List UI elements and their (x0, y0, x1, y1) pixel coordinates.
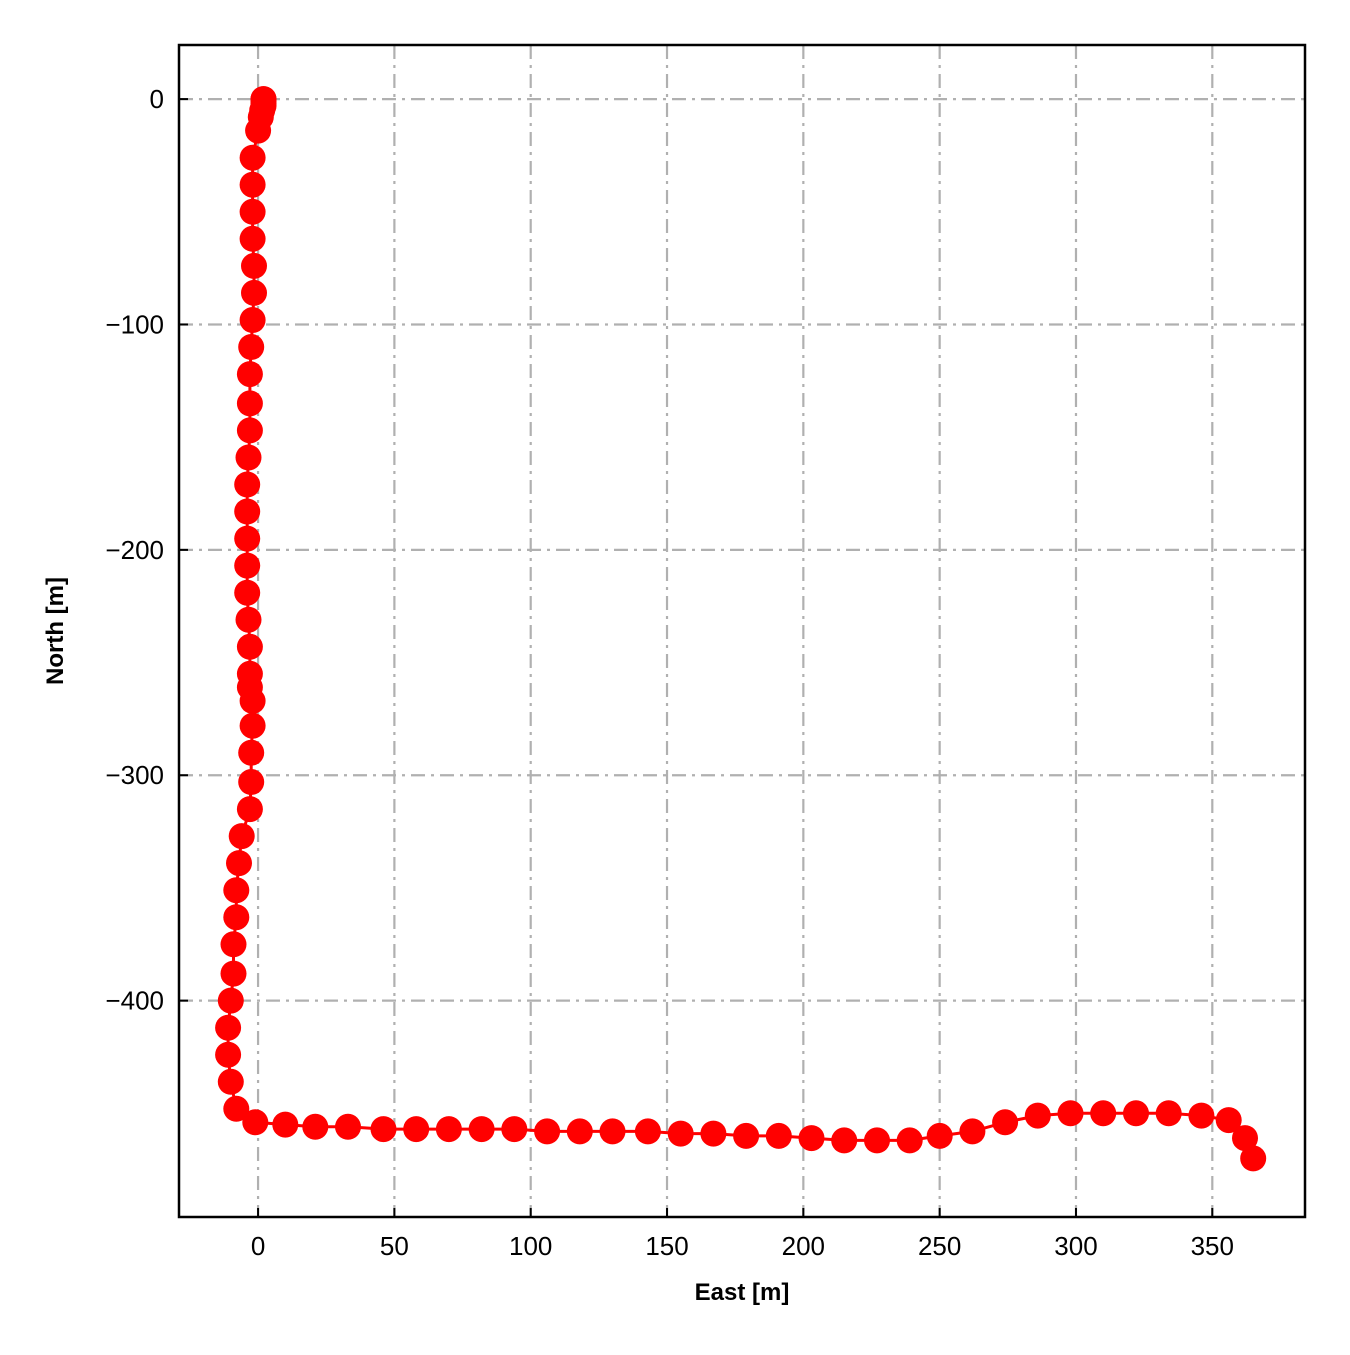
trajectory-point (926, 1122, 953, 1149)
trajectory-point (370, 1116, 397, 1143)
y-tick-label: −200 (105, 535, 164, 565)
trajectory-point (239, 144, 266, 171)
x-tick-label: 250 (918, 1231, 961, 1261)
y-tick-label: −300 (105, 760, 164, 790)
trajectory-point (992, 1109, 1019, 1136)
trajectory-point (236, 390, 263, 417)
trajectory-point (236, 417, 263, 444)
trajectory-point (238, 739, 265, 766)
trajectory-point (241, 279, 267, 306)
trajectory-point (234, 579, 261, 606)
trajectory-point (501, 1116, 528, 1143)
series-layer (215, 86, 1267, 1172)
trajectory-point (1090, 1100, 1117, 1127)
trajectory-point (228, 823, 255, 850)
trajectory-point (765, 1122, 792, 1149)
trajectory-point (667, 1120, 694, 1147)
trajectory-point (238, 334, 265, 360)
trajectory-point (241, 252, 267, 279)
trajectory-point (566, 1118, 593, 1145)
trajectory-point (239, 687, 266, 714)
trajectory-point (235, 444, 262, 471)
x-tick-label: 350 (1191, 1231, 1234, 1261)
x-tick-label: 50 (380, 1231, 409, 1261)
trajectory-point (239, 225, 266, 252)
trajectory-point (1024, 1102, 1051, 1129)
trajectory-point (234, 525, 261, 552)
trajectory-point (1057, 1100, 1084, 1127)
trajectory-point (217, 987, 244, 1014)
trajectory-point (234, 552, 261, 579)
trajectory-point (1232, 1125, 1258, 1152)
y-tick-label: −400 (105, 986, 164, 1016)
ticks: 0 50 100 150 200 250 300 350 0 −100 −200 −300 −400 (105, 84, 1234, 1261)
trajectory-point (223, 877, 250, 904)
trajectory-point (220, 931, 247, 958)
trajectory-point (235, 606, 262, 633)
x-tick-label: 100 (509, 1231, 552, 1261)
trajectory-point (435, 1116, 462, 1143)
trajectory-point (239, 712, 266, 739)
trajectory-point (223, 1095, 250, 1122)
x-tick-label: 0 (251, 1231, 265, 1261)
trajectory-point (272, 1111, 299, 1138)
trajectory-point (215, 1014, 242, 1041)
x-axis-label: East [m] (695, 1279, 790, 1306)
trajectory-point (959, 1118, 986, 1145)
trajectory-point (217, 1068, 244, 1095)
trajectory-point (234, 471, 261, 498)
trajectory-point (242, 1109, 269, 1136)
trajectory-point (864, 1127, 890, 1154)
trajectory-point (403, 1116, 430, 1143)
trajectory-point (215, 1041, 242, 1068)
x-tick-label: 300 (1054, 1231, 1097, 1261)
trajectory-point (223, 904, 250, 931)
trajectory-point (468, 1116, 495, 1143)
trajectory-point (1215, 1107, 1242, 1134)
trajectory-point (226, 850, 252, 877)
trajectory-point (236, 361, 263, 388)
y-axis-label: North [m] (42, 577, 69, 685)
trajectory-point (239, 198, 266, 225)
trajectory-point (831, 1127, 858, 1154)
y-tick-label: −100 (105, 309, 164, 339)
trajectory-point (1188, 1102, 1215, 1129)
x-tick-label: 150 (645, 1231, 688, 1261)
trajectory-point (220, 960, 247, 987)
y-tick-label: 0 (150, 84, 164, 114)
trajectory-point (733, 1122, 760, 1149)
trajectory-point (798, 1125, 825, 1152)
x-tick-label: 200 (782, 1231, 825, 1261)
trajectory-point (234, 498, 261, 525)
grid (179, 45, 1305, 1217)
trajectory-point (239, 307, 266, 333)
trajectory-point (534, 1118, 561, 1145)
plot-frame (177, 43, 1307, 1219)
trajectory-line (226, 99, 1255, 1159)
trajectory-point (1155, 1100, 1182, 1127)
trajectory-point (700, 1120, 727, 1147)
trajectory-point (1123, 1100, 1149, 1127)
trajectory-point (236, 796, 263, 823)
trajectory-point (245, 117, 272, 144)
trajectory-point (599, 1118, 626, 1145)
trajectory-point (236, 633, 263, 660)
trajectory-point (335, 1113, 361, 1140)
trajectory-point (1240, 1145, 1267, 1172)
trajectory-point (896, 1127, 923, 1154)
trajectory-point (239, 171, 266, 198)
trajectory-point (238, 769, 265, 795)
trajectory-point (302, 1113, 329, 1140)
trajectory-point (634, 1118, 661, 1145)
